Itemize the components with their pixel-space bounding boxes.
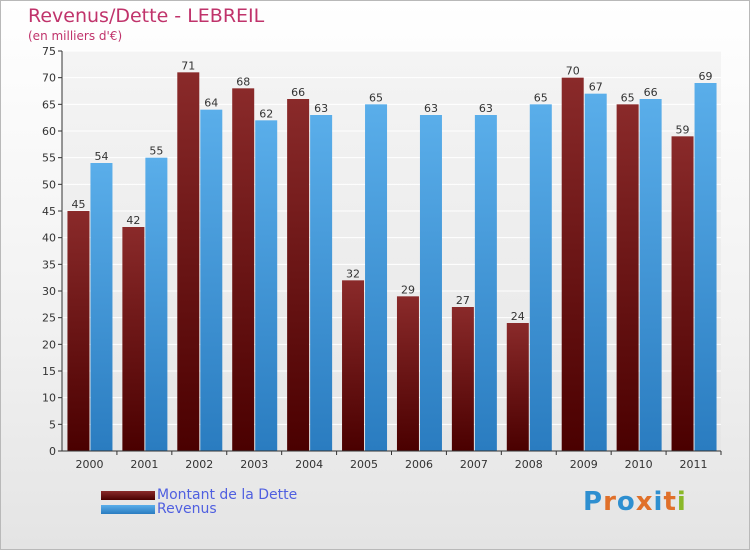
data-label-dette-2010: 65 <box>621 91 635 104</box>
proxiti-logo: Proxiti <box>583 487 687 517</box>
y-tick-label: 65 <box>42 98 56 111</box>
bar-dette-2002 <box>177 72 200 451</box>
plot-area <box>62 51 721 451</box>
y-tick-label: 45 <box>42 205 56 218</box>
bar-dette-2010 <box>616 104 639 451</box>
data-label-revenus-2010: 66 <box>644 86 658 99</box>
bar-revenus-2008 <box>529 104 552 451</box>
bar-revenus-2000 <box>90 163 113 451</box>
bar-revenus-2001 <box>145 157 168 451</box>
y-tick-label: 35 <box>42 258 56 271</box>
data-label-revenus-2000: 54 <box>94 150 108 163</box>
chart-subtitle: (en milliers d'€) <box>28 29 123 43</box>
y-tick-label: 40 <box>42 232 56 245</box>
y-tick-label: 55 <box>42 152 56 165</box>
x-tick-label: 2004 <box>295 458 323 471</box>
bar-revenus-2006 <box>419 115 442 451</box>
data-label-dette-2004: 66 <box>291 86 305 99</box>
x-tick-label: 2006 <box>405 458 433 471</box>
bar-revenus-2005 <box>365 104 388 451</box>
data-label-revenus-2011: 69 <box>699 70 713 83</box>
x-tick-label: 2010 <box>625 458 653 471</box>
bar-dette-2005 <box>342 280 365 451</box>
data-label-revenus-2008: 65 <box>534 91 548 104</box>
logo-letter: i <box>676 487 687 517</box>
bar-dette-2009 <box>561 77 584 452</box>
x-tick-label: 2002 <box>185 458 213 471</box>
data-label-revenus-2005: 65 <box>369 91 383 104</box>
y-tick-label: 5 <box>49 418 56 431</box>
bar-dette-2006 <box>396 296 419 451</box>
y-tick-label: 20 <box>42 338 56 351</box>
data-label-dette-2001: 42 <box>126 214 140 227</box>
x-tick-label: 2011 <box>680 458 708 471</box>
bar-dette-2004 <box>287 99 310 451</box>
x-tick-label: 2000 <box>75 458 103 471</box>
data-label-revenus-2001: 55 <box>149 145 163 158</box>
data-label-revenus-2006: 63 <box>424 102 438 115</box>
data-label-revenus-2002: 64 <box>204 97 218 110</box>
data-label-dette-2000: 45 <box>71 198 85 211</box>
bar-revenus-2004 <box>310 115 333 451</box>
data-label-revenus-2003: 62 <box>259 107 273 120</box>
legend-label-revenus: Revenus <box>157 501 217 517</box>
data-label-dette-2003: 68 <box>236 75 250 88</box>
bar-dette-2000 <box>67 211 90 451</box>
data-label-revenus-2004: 63 <box>314 102 328 115</box>
bar-dette-2001 <box>122 227 145 451</box>
x-tick-label: 2003 <box>240 458 268 471</box>
y-tick-label: 50 <box>42 178 56 191</box>
data-label-dette-2008: 24 <box>511 310 525 323</box>
bar-revenus-2007 <box>474 115 497 451</box>
bar-revenus-2009 <box>584 93 607 452</box>
logo-letter: i <box>653 487 664 517</box>
data-label-dette-2007: 27 <box>456 294 470 307</box>
legend-swatch-dette <box>101 491 155 500</box>
x-tick-label: 2001 <box>130 458 158 471</box>
data-label-dette-2011: 59 <box>676 123 690 136</box>
bar-dette-2003 <box>232 88 255 451</box>
chart-title: Revenus/Dette - LEBREIL <box>28 5 265 27</box>
y-tick-label: 70 <box>42 72 56 85</box>
legend-label-dette: Montant de la Dette <box>157 487 298 503</box>
y-tick-label: 25 <box>42 312 56 325</box>
y-tick-label: 0 <box>49 445 56 458</box>
logo-letter: P <box>583 487 604 517</box>
data-label-revenus-2007: 63 <box>479 102 493 115</box>
bar-dette-2011 <box>671 136 694 452</box>
legend-swatch-revenus <box>101 505 155 514</box>
data-label-dette-2005: 32 <box>346 267 360 280</box>
bar-revenus-2003 <box>255 120 278 451</box>
logo-letter: o <box>616 487 636 517</box>
y-tick-label: 75 <box>42 45 56 58</box>
logo-letter: x <box>635 487 654 517</box>
data-label-dette-2006: 29 <box>401 283 415 296</box>
x-tick-label: 2009 <box>570 458 598 471</box>
data-label-dette-2002: 71 <box>181 59 195 72</box>
bar-revenus-2011 <box>694 83 717 451</box>
logo-letter: r <box>603 487 617 517</box>
x-tick-label: 2008 <box>515 458 543 471</box>
y-tick-label: 10 <box>42 392 56 405</box>
x-tick-label: 2007 <box>460 458 488 471</box>
logo-letter: t <box>663 487 677 517</box>
x-tick-label: 2005 <box>350 458 378 471</box>
y-tick-label: 30 <box>42 285 56 298</box>
bar-revenus-2002 <box>200 109 223 452</box>
data-label-dette-2009: 70 <box>566 65 580 78</box>
bar-dette-2008 <box>506 323 529 451</box>
y-tick-label: 15 <box>42 365 56 378</box>
bar-revenus-2010 <box>639 99 662 451</box>
data-label-revenus-2009: 67 <box>589 81 603 94</box>
bar-dette-2007 <box>451 307 474 451</box>
y-tick-label: 60 <box>42 125 56 138</box>
